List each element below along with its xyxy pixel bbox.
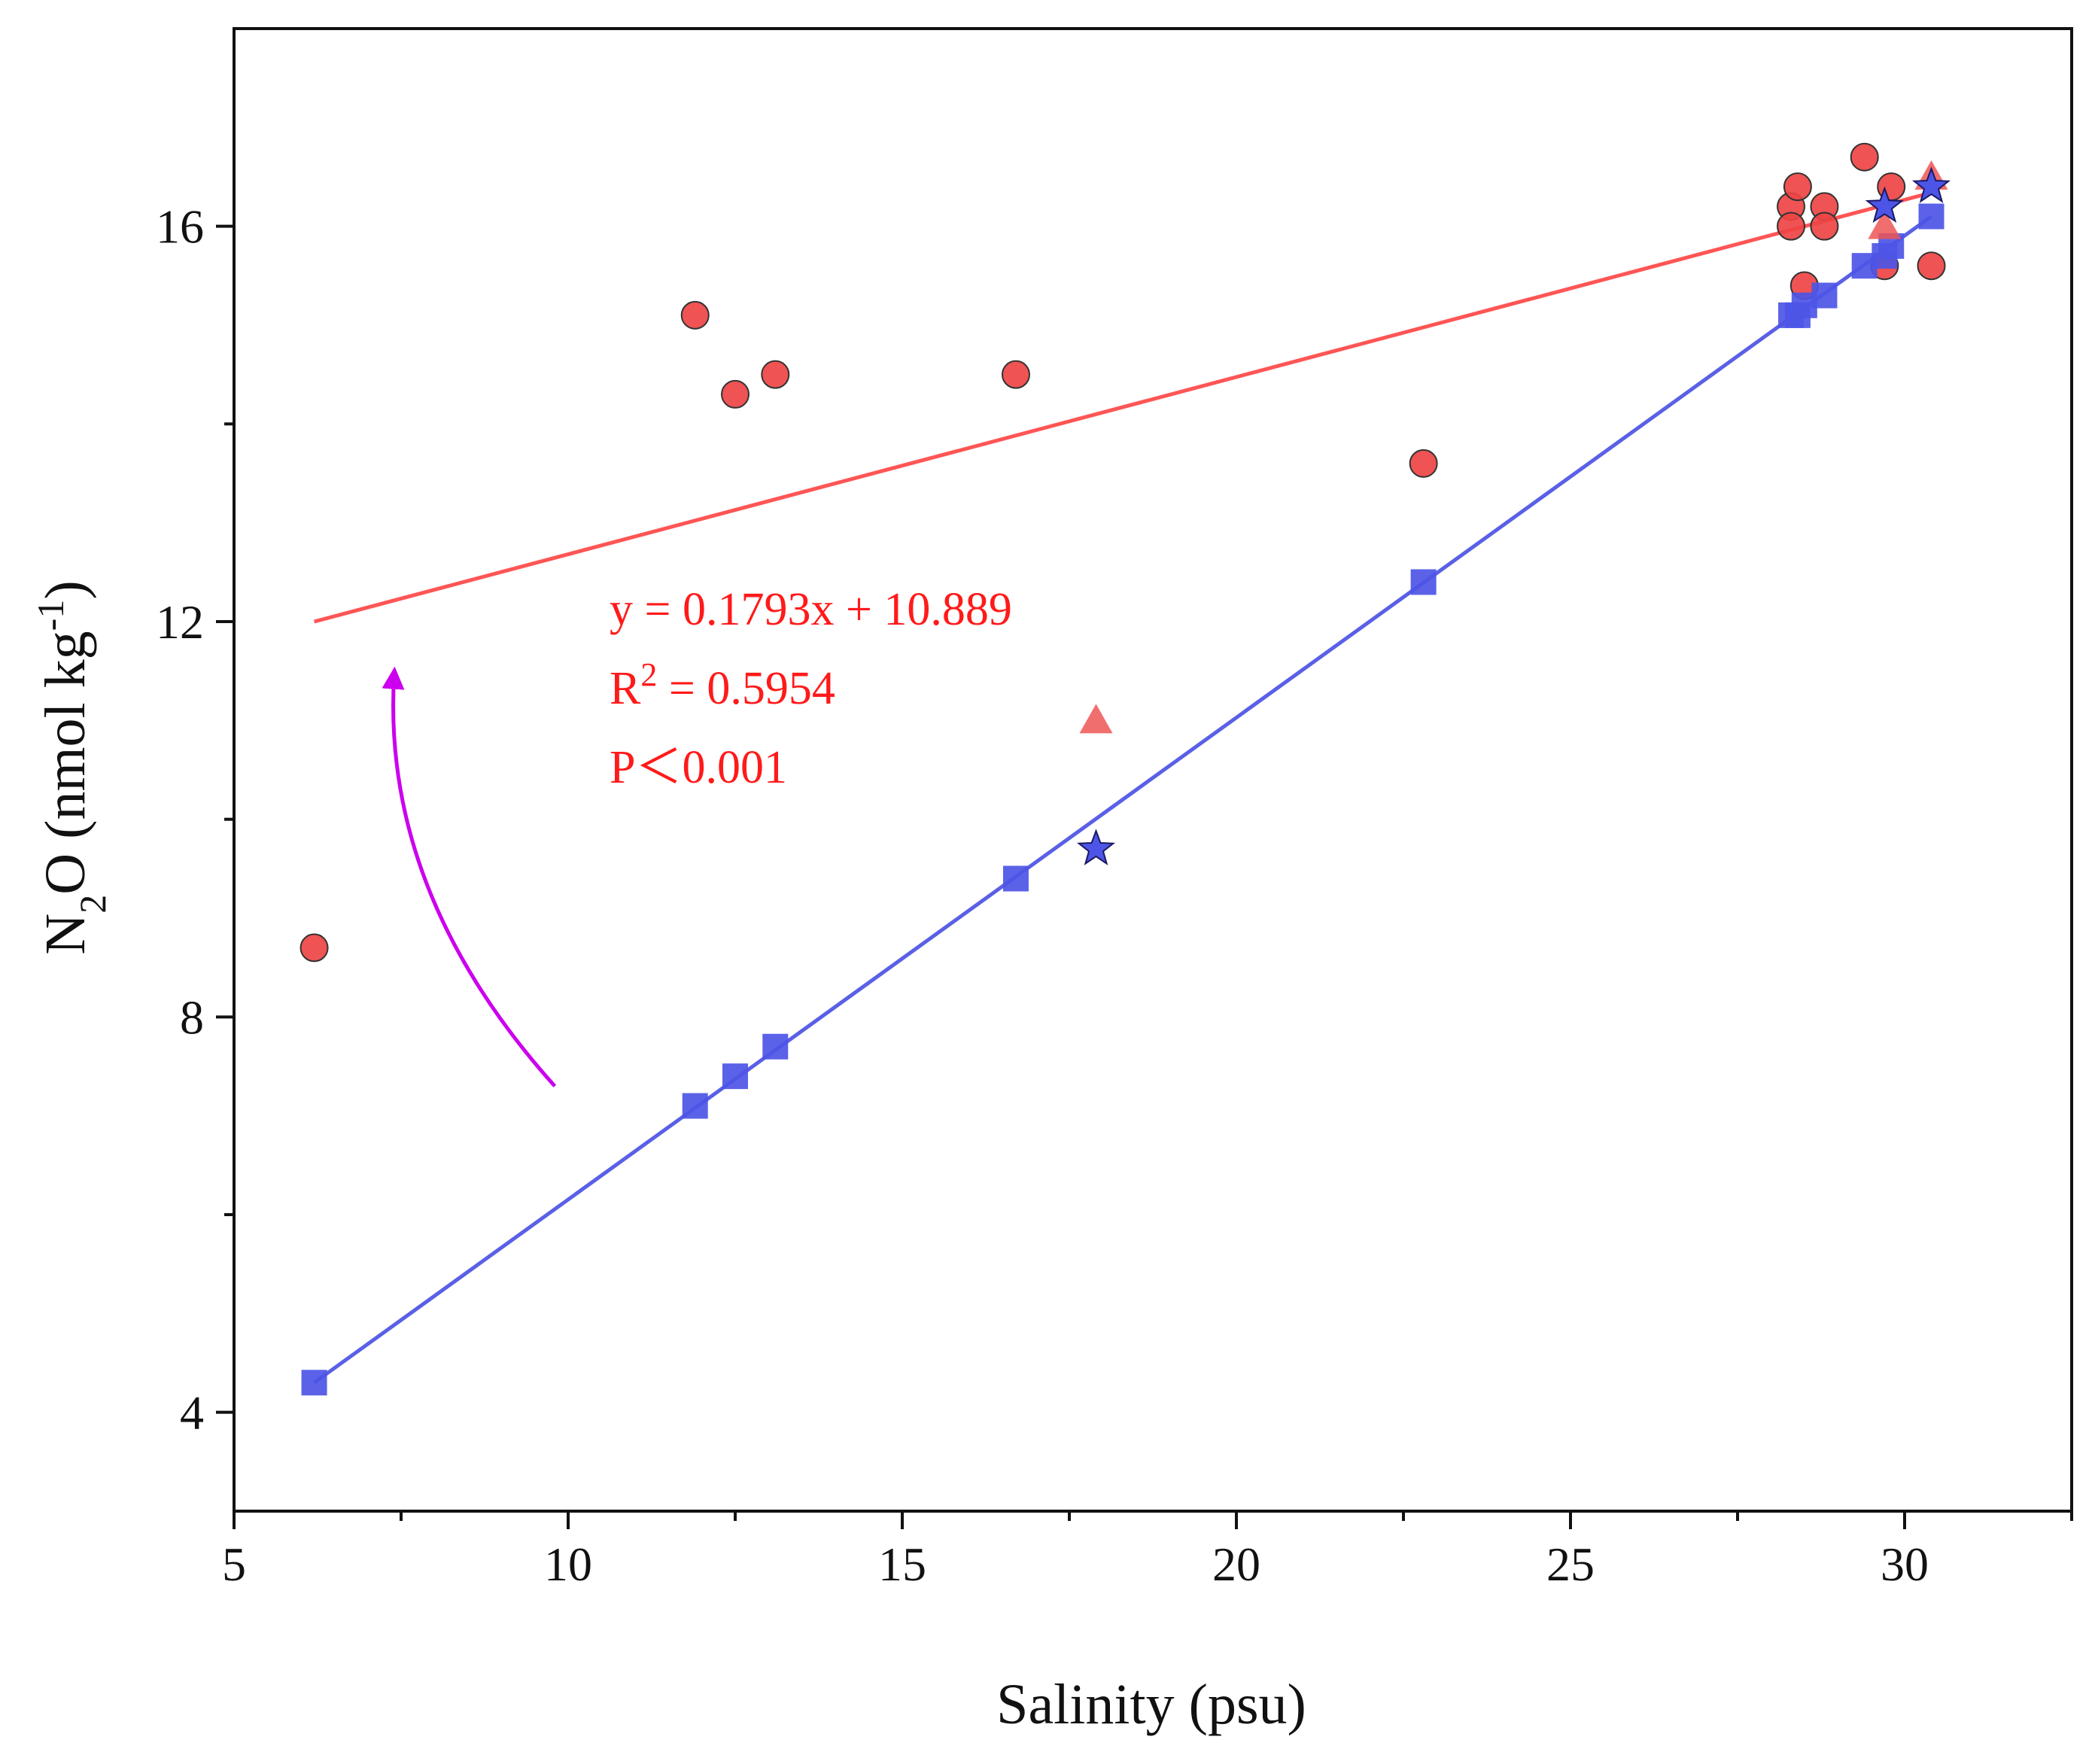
regression-annotation: y = 0.1793x + 10.889 R2 = 0.5954 P＜0.001 — [610, 584, 1012, 793]
data-point-square — [682, 1093, 708, 1119]
data-point-square — [762, 1033, 789, 1060]
data-point-circle — [1810, 211, 1839, 241]
data-point-square — [722, 1063, 748, 1090]
x-tick-label: 20 — [1212, 1537, 1260, 1591]
y-axis-title-sup: -1 — [29, 600, 71, 631]
axis-ticks: 5 10 15 20 25 30 4 8 12 16 — [156, 200, 2073, 1591]
y-tick-label: 8 — [180, 990, 204, 1044]
data-point-circle — [300, 933, 329, 963]
data-point-triangle — [1868, 209, 1902, 239]
data-point-circle — [1777, 211, 1806, 241]
data-point-square — [1410, 569, 1437, 595]
data-point-circle — [761, 360, 790, 389]
x-tick-label: 30 — [1881, 1537, 1929, 1591]
data-point-square — [1002, 865, 1029, 892]
data-point-circle — [1409, 449, 1438, 478]
fit-lines — [313, 190, 1932, 1385]
fit-line — [313, 214, 1932, 1385]
y-axis-title-mid: O (nmol kg — [34, 631, 97, 894]
data-point-circle — [680, 300, 710, 330]
data-point-circle — [721, 379, 750, 409]
regression-equation: y = 0.1793x + 10.889 — [610, 584, 1012, 635]
x-tick-label: 25 — [1546, 1537, 1595, 1591]
data-point-circle — [1917, 251, 1946, 281]
data-point-circle — [1783, 172, 1812, 202]
curved-arrow — [382, 666, 557, 1087]
data-point-circle — [1850, 142, 1879, 172]
y-axis-title: N2O (nmol kg-1) — [29, 580, 114, 954]
data-point-square — [1811, 282, 1838, 309]
x-tick-label: 15 — [878, 1537, 926, 1591]
data-point-circle — [1001, 360, 1030, 389]
data-point-square — [1918, 203, 1944, 230]
fit-line — [313, 190, 1932, 624]
y-axis-title-base: N — [34, 914, 97, 955]
plot-border — [233, 27, 2073, 1513]
x-tick-label: 5 — [222, 1537, 246, 1591]
data-point-star — [1076, 829, 1116, 865]
y-axis-title-tail: ) — [34, 580, 97, 599]
trend-arrow — [382, 666, 557, 1087]
data-point-star — [1911, 166, 1951, 203]
data-point-square — [301, 1370, 327, 1396]
data-point-triangle — [1079, 704, 1113, 734]
data-point-star — [1865, 186, 1904, 224]
p-value: P＜0.001 — [610, 742, 787, 793]
y-tick-label: 16 — [156, 200, 204, 254]
r-squared-sup: 2 — [640, 656, 657, 693]
r-squared-value: = 0.5954 — [657, 663, 835, 714]
y-tick-label: 4 — [180, 1386, 204, 1440]
y-axis-title-sub: 2 — [71, 895, 114, 914]
x-axis-title: Salinity (psu) — [996, 1673, 1306, 1736]
y-tick-label: 12 — [156, 595, 204, 649]
r-squared: R2 = 0.5954 — [610, 656, 835, 715]
data-markers — [300, 142, 1951, 1396]
plot-frame — [233, 27, 2073, 1513]
x-tick-label: 10 — [544, 1537, 592, 1591]
r-squared-prefix: R — [610, 663, 641, 714]
